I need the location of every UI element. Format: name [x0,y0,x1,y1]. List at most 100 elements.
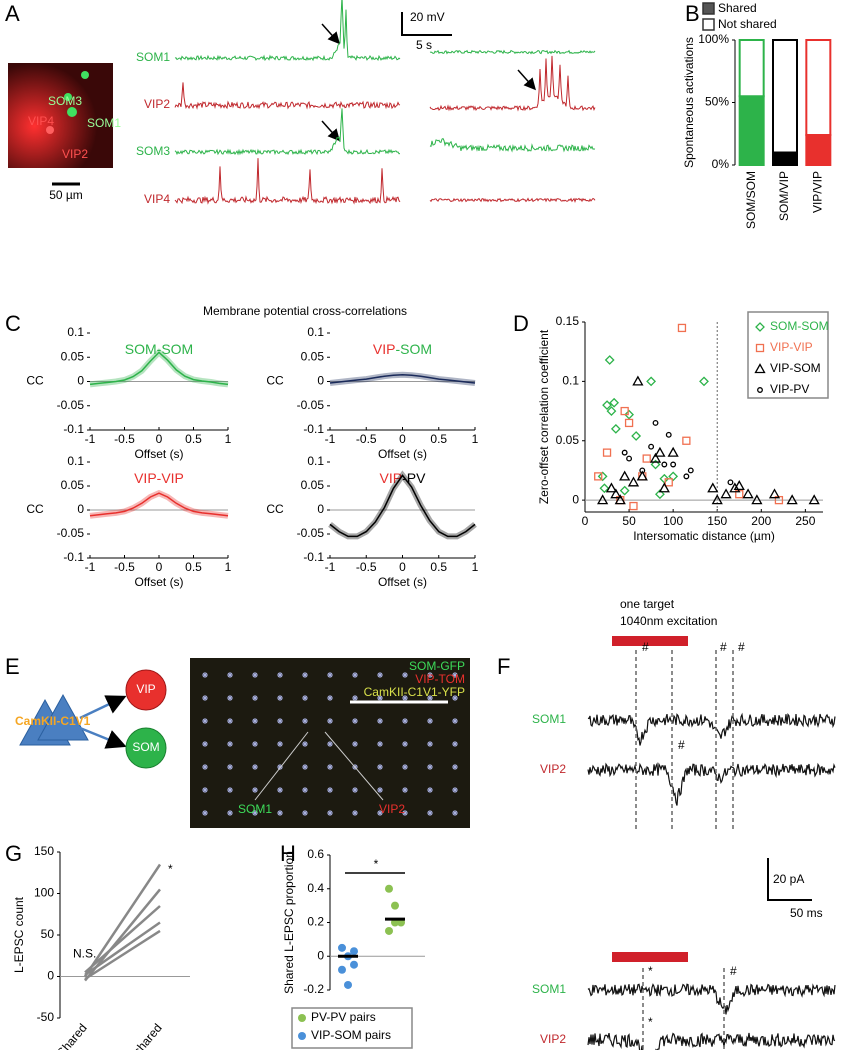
band [89,348,229,388]
scale-label: 50 ms [790,906,823,920]
y-tick-label: -0.1 [303,550,324,564]
bar-segment [738,95,765,166]
x-tick-label: -1 [325,560,336,574]
stim-label: 1040nm excitation [620,614,717,628]
x-tick-label: 0 [156,560,163,574]
point [677,323,687,333]
y-tick-label: 0.05 [61,349,85,363]
arrow [321,23,340,45]
target [402,718,408,724]
target [202,695,208,701]
point [729,482,741,493]
y-tick-label: 0.15 [556,314,580,328]
scale-label: 50 µm [49,188,83,202]
x-tick-label: 0.5 [430,432,447,446]
panel-letter: D [513,311,529,336]
target [202,718,208,724]
y-tick-label: -0.2 [303,982,324,996]
x-tick-label: 0 [399,560,406,574]
y-tick-label: 0.1 [67,325,84,339]
point [602,448,612,457]
target [252,672,258,678]
title-part: VIP [380,470,403,486]
bar-segment [738,39,765,98]
x-tick-label: -1 [85,432,96,446]
x-tick-label: 150 [707,514,727,528]
point [632,375,644,386]
target [377,787,383,793]
target [202,810,208,816]
y-tick-label: 0.1 [562,374,579,388]
cell [67,107,77,117]
arrow [517,69,536,91]
pointer [324,731,384,801]
point [755,322,765,332]
target-grid [202,672,458,816]
mark-label: # [642,640,649,654]
point [602,400,612,411]
point [683,473,690,480]
schematic-label: VIP [136,682,155,696]
target [327,718,333,724]
stim-label: one target [620,597,675,611]
target [427,764,433,770]
line [89,351,229,386]
y-tick-label: -50 [37,1010,55,1024]
y-axis-label: Zero-offset correlation coefficient [537,329,551,504]
bar-segment [805,39,832,136]
schematic-label: SOM [132,740,159,754]
target [302,764,308,770]
panel-letter: C [5,311,21,336]
x-tick-label: -0.5 [356,432,377,446]
chart-title: VIP-SOM [373,341,432,357]
point [642,454,651,463]
line [84,929,161,981]
x-tick-label: 50 [622,514,636,528]
y-tick-label: 50% [705,95,729,109]
x-tick-label: -0.5 [356,560,377,574]
x-tick-label: SOM/VIP [777,171,791,221]
trace [174,158,401,205]
target [252,741,258,747]
point [658,482,670,493]
x-axis-label: Offset (s) [134,575,183,589]
point [606,406,617,416]
y-tick-label: 0.05 [556,433,580,447]
point [649,452,662,463]
point [627,476,640,487]
point [755,343,765,353]
target [377,741,383,747]
x-tick-label: 1 [472,560,479,574]
trace [174,108,401,156]
point [711,494,723,505]
point [665,431,672,438]
x-tick-label: -1 [85,560,96,574]
target [352,695,358,701]
band [89,489,229,519]
point [639,467,646,474]
stim-bar [612,952,688,962]
cell-label: SOM3 [48,94,82,108]
point [661,461,668,468]
mark-label: # [730,964,737,978]
point [620,406,629,416]
point [338,943,346,952]
cell [81,71,89,79]
x-axis-label: Intersomatic distance (µm) [633,529,775,543]
trace [429,197,596,203]
target [277,672,283,678]
annotation: N.S. [73,947,96,961]
target [352,672,358,678]
x-tick-label: 0 [156,432,163,446]
target [327,695,333,701]
target [202,787,208,793]
trace-label: SOM3 [136,144,170,158]
trace [174,82,401,110]
y-tick-label: 0.1 [67,454,84,468]
x-tick-label: 0.5 [185,432,202,446]
point [768,488,781,499]
x-tick-label: 1 [225,432,232,446]
y-tick-label: 0 [317,502,324,516]
legend-entry: VIP-SOM [770,361,821,375]
y-tick-label: 0.4 [307,881,324,895]
